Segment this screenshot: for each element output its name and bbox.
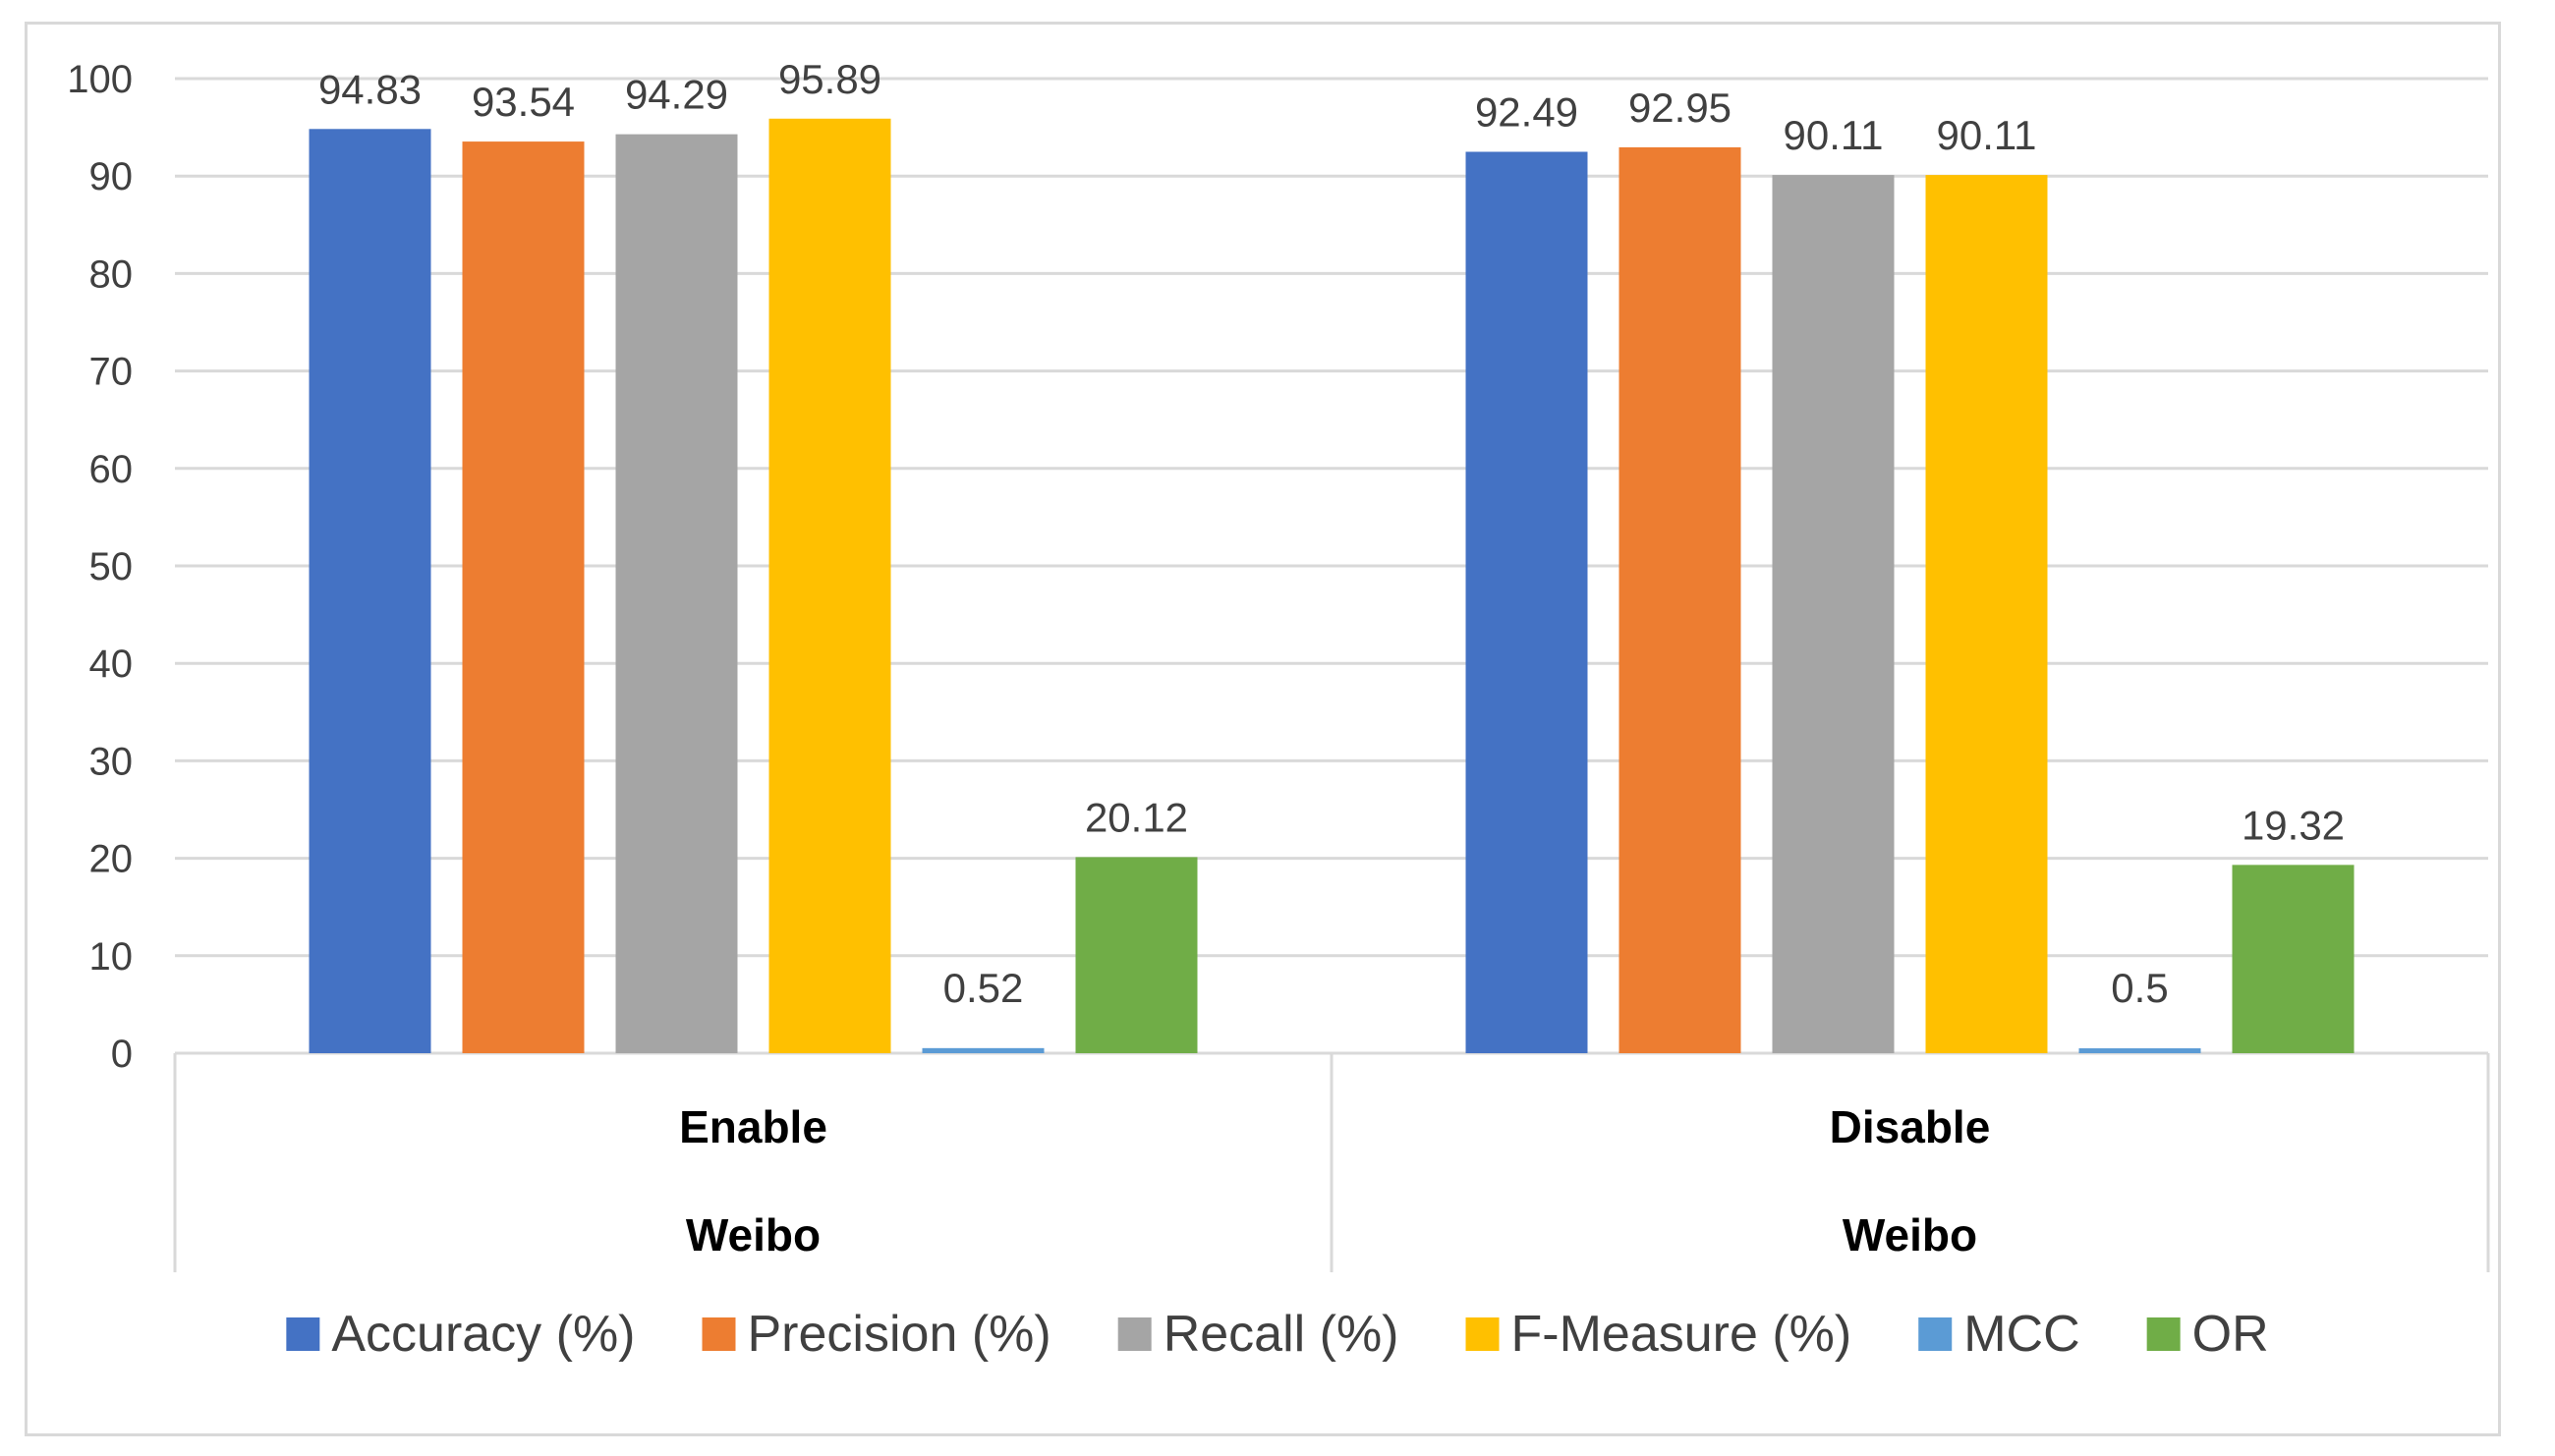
y-tick-label: 50 [89,545,134,588]
legend-item[interactable]: MCC [1918,1306,2080,1363]
y-tick-label: 90 [89,155,134,198]
y-tick-label: 80 [89,252,134,296]
legend-item[interactable]: Accuracy (%) [286,1306,636,1363]
legend-label: MCC [1963,1306,2079,1363]
legend-swatch [702,1317,736,1351]
data-label: 92.95 [1628,84,1732,131]
y-tick-label: 70 [89,351,134,394]
data-labels: 94.83 92.49 93.54 92.95 94.29 90.11 95.89 90.11… [318,56,2345,1011]
data-label: 19.32 [2242,802,2345,848]
category-axis: Enable Weibo Disable Weibo [173,1051,2490,1272]
category-label: Enable [679,1101,827,1152]
y-tick-label: 100 [67,58,133,101]
category-group-label: Weibo [686,1209,821,1260]
y-tick-label: 0 [111,1033,133,1076]
legend-swatch [1918,1317,1953,1351]
legend-item[interactable]: OR [2146,1306,2269,1363]
legend-swatch [1117,1317,1152,1351]
legend-item[interactable]: F-Measure (%) [1465,1306,1852,1363]
bar-accuracy-disable [1465,151,1588,1053]
bar-mcc-enable [922,1047,1045,1053]
bar-or-disable [2232,865,2355,1053]
legend-swatch [1465,1317,1500,1351]
bar-f-measure-disable [1925,175,2048,1054]
data-label: 90.11 [1784,112,1884,158]
bars [309,118,2355,1054]
chart-frame [25,22,2501,1436]
bar-recall-disable [1772,175,1895,1054]
data-label: 90.11 [1937,112,2037,158]
bar-recall-enable [615,134,738,1054]
legend-label: Recall (%) [1164,1306,1399,1363]
data-label: 0.52 [943,965,1024,1011]
legend-label: Precision (%) [748,1306,1051,1363]
legend-label: Accuracy (%) [331,1306,635,1363]
y-tick-label: 30 [89,740,134,783]
legend-item[interactable]: Precision (%) [702,1306,1051,1363]
bar-f-measure-enable [768,118,891,1054]
y-axis: 0 10 20 30 40 50 60 70 80 90 100 [67,58,133,1076]
data-label: 92.49 [1475,88,1578,135]
data-label: 94.83 [318,66,422,112]
y-tick-label: 10 [89,935,134,979]
data-label: 94.29 [625,72,728,118]
data-label: 20.12 [1085,794,1188,840]
category-label: Disable [1830,1101,1991,1152]
legend[interactable]: Accuracy (%) Precision (%) Recall (%) F-Mea… [286,1306,2269,1363]
legend-label: OR [2192,1306,2269,1363]
y-tick-label: 40 [89,643,134,686]
y-tick-label: 20 [89,838,134,881]
bar-or-enable [1075,857,1198,1053]
bar-precision-enable [462,141,585,1054]
bar-accuracy-enable [309,129,431,1054]
bar-mcc-disable [2078,1048,2201,1053]
y-tick-label: 60 [89,448,134,491]
legend-swatch [286,1317,320,1351]
data-label: 93.54 [472,79,575,125]
bar-precision-disable [1618,146,1741,1053]
legend-swatch [2146,1317,2181,1351]
legend-label: F-Measure (%) [1511,1306,1852,1363]
category-group-label: Weibo [1843,1209,1977,1260]
legend-item[interactable]: Recall (%) [1117,1306,1399,1363]
data-label: 95.89 [778,56,881,102]
data-label: 0.5 [2111,965,2168,1011]
